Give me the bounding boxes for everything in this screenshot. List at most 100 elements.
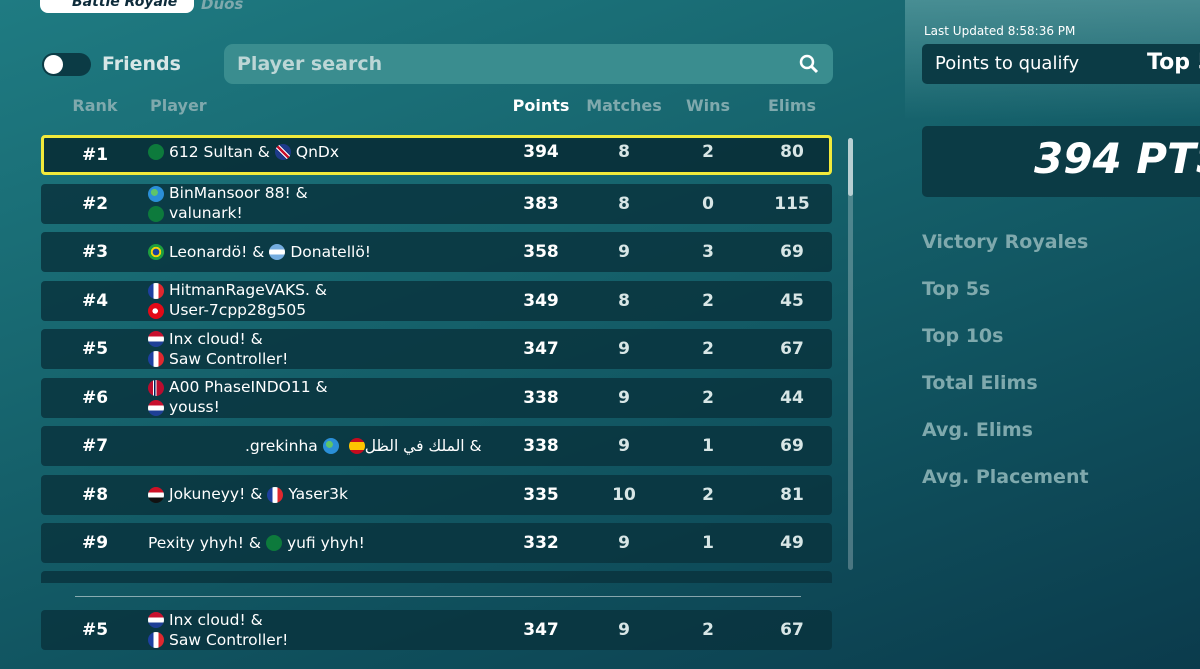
points: 349 xyxy=(523,290,559,311)
player-segment: Leonardö! & xyxy=(148,243,264,262)
player-name: Jokuneyy! & xyxy=(169,485,263,503)
flag-icon xyxy=(148,282,164,299)
player-name: yufi yhyh! xyxy=(286,533,365,552)
leaderboard-row[interactable]: #7 .grekinha & الملك في الظل 338 9 1 69 xyxy=(41,426,832,466)
player-name: Saw Controller! xyxy=(169,630,289,649)
player-name: HitmanRageVAKS. & xyxy=(169,281,327,299)
points: 347 xyxy=(523,339,559,359)
last-updated: Last Updated 8:58:36 PM xyxy=(924,24,1076,38)
rank: #5 xyxy=(81,620,109,640)
wins: 2 xyxy=(702,142,714,162)
flag-icon xyxy=(148,205,164,222)
player-name: Donatellö! xyxy=(290,242,372,261)
player-cell: .grekinha & الملك في الظل xyxy=(245,426,505,466)
player-name: Pexity yhyh! & xyxy=(148,533,261,552)
matches: 9 xyxy=(618,242,630,262)
player-segment: Yaser3k xyxy=(267,485,348,504)
flag-icon xyxy=(148,379,164,396)
stat-label: Top 5s xyxy=(922,278,991,300)
wins: 1 xyxy=(702,533,714,553)
flag-icon xyxy=(148,351,164,367)
player-cell: Jokuneyy! & Yaser3k xyxy=(148,475,408,515)
player-segment: BinMansoor 88! & xyxy=(148,184,308,203)
search-icon xyxy=(799,54,819,74)
leaderboard-row[interactable]: #5 Inx cloud! & Saw Controller! 347 9 2 67 xyxy=(41,329,832,369)
matches: 8 xyxy=(618,142,630,162)
leaderboard-row[interactable]: #6 A00 PhaseINDO11 & youss! 338 9 2 44 xyxy=(41,377,832,418)
mode-badge: Battle Royale xyxy=(40,0,194,13)
player-cell: HitmanRageVAKS. & User-7cpp28g505 xyxy=(148,281,408,321)
stat-label: Total Elims xyxy=(922,372,1038,394)
scrollbar-track[interactable] xyxy=(848,138,853,570)
leaderboard-row[interactable]: #2 BinMansoor 88! & valunark! 383 8 0 115 xyxy=(41,183,832,224)
rank: #9 xyxy=(81,533,109,553)
matches: 9 xyxy=(618,339,630,359)
scrollbar-thumb[interactable] xyxy=(848,138,853,196)
points: 335 xyxy=(523,484,559,505)
flag-icon xyxy=(267,486,284,503)
elims: 45 xyxy=(780,290,804,311)
matches: 9 xyxy=(618,436,630,456)
flag-icon xyxy=(274,144,291,160)
elims: 69 xyxy=(780,436,804,456)
leaderboard-row[interactable]: #8 Jokuneyy! & Yaser3k 335 10 2 81 xyxy=(41,474,832,515)
points-total: 394 PTS xyxy=(1034,134,1200,183)
leaderboard-row[interactable]: #3 Leonardö! & Donatellö! 358 9 3 69 xyxy=(41,232,832,272)
player-cell: A00 PhaseINDO11 & youss! xyxy=(148,378,408,418)
rank: #1 xyxy=(81,145,109,165)
player-segment: Inx cloud! & xyxy=(148,611,263,630)
flag-icon xyxy=(265,535,282,551)
elims: 67 xyxy=(780,620,804,640)
flag-icon xyxy=(348,438,365,454)
stat-label: Avg. Placement xyxy=(922,466,1089,488)
player-segment: Inx cloud! & xyxy=(148,330,263,349)
leaderboard-row[interactable]: #9 Pexity yhyh! & yufi yhyh! 332 9 1 49 xyxy=(41,523,832,563)
mode-title: Battle Royale xyxy=(72,0,178,10)
flag-icon xyxy=(269,244,286,260)
player-name: 612 Sultan & xyxy=(169,142,270,161)
wins: 0 xyxy=(702,193,714,214)
row-partial xyxy=(41,571,832,583)
leaderboard-row[interactable]: #5 Inx cloud! & Saw Controller! 347 9 2 67 xyxy=(41,610,832,650)
player-segment: youss! xyxy=(148,398,220,417)
player-segment: Jokuneyy! & xyxy=(148,485,262,504)
divider xyxy=(75,596,801,597)
wins: 2 xyxy=(702,620,714,640)
points: 347 xyxy=(523,620,559,640)
flag-icon xyxy=(148,331,164,347)
wins: 3 xyxy=(702,242,714,262)
leaderboard-row[interactable]: #1 612 Sultan & QnDx 394 8 2 80 xyxy=(41,135,832,175)
elims: 81 xyxy=(780,484,804,505)
player-cell: 612 Sultan & QnDx xyxy=(148,135,408,169)
rank: #4 xyxy=(81,290,109,311)
elims: 69 xyxy=(780,242,804,262)
player-segment: Saw Controller! xyxy=(148,631,288,650)
column-header: Matches xyxy=(586,96,662,115)
stat-label: Top 10s xyxy=(922,325,1004,347)
leaderboard-row[interactable]: #4 HitmanRageVAKS. & User-7cpp28g505 349 8 2 4… xyxy=(41,280,832,321)
player-name: Yaser3k xyxy=(288,485,348,503)
stat-label: Victory Royales xyxy=(922,231,1089,253)
points: 332 xyxy=(523,533,559,553)
wins: 2 xyxy=(702,290,714,311)
column-header: Elims xyxy=(767,96,817,115)
flag-icon xyxy=(148,632,164,648)
player-name: Leonardö! & xyxy=(169,242,265,261)
points: 338 xyxy=(523,436,559,456)
rank: #6 xyxy=(81,387,109,408)
search-box[interactable]: Player search xyxy=(224,44,833,84)
wins: 2 xyxy=(702,387,714,408)
rank: #8 xyxy=(81,484,109,505)
elims: 67 xyxy=(780,339,804,359)
flag-icon xyxy=(148,486,164,503)
player-cell: Leonardö! & Donatellö! xyxy=(148,232,408,272)
matches: 8 xyxy=(618,290,630,311)
points: 358 xyxy=(523,242,559,262)
points-box: 394 PTS xyxy=(922,126,1200,197)
column-header: Player xyxy=(150,96,207,115)
column-header: Wins xyxy=(685,96,731,115)
rank: #5 xyxy=(81,339,109,359)
elims: 49 xyxy=(780,533,804,553)
friends-toggle[interactable] xyxy=(42,53,91,76)
